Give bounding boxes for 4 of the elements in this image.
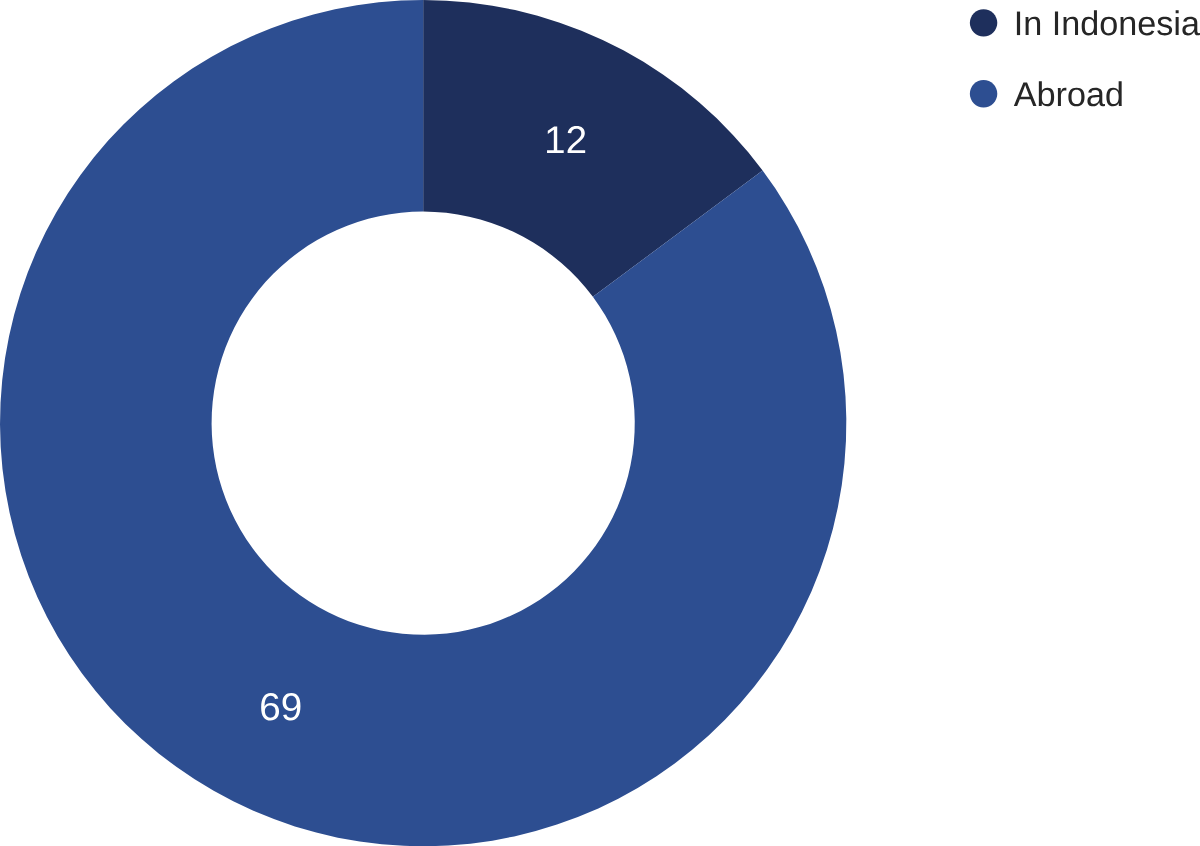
legend-label: In Indonesia	[1016, 10, 1200, 36]
data-label: 12	[547, 125, 586, 153]
legend-label: Abroad	[1013, 81, 1122, 107]
data-label: 69	[261, 692, 301, 721]
